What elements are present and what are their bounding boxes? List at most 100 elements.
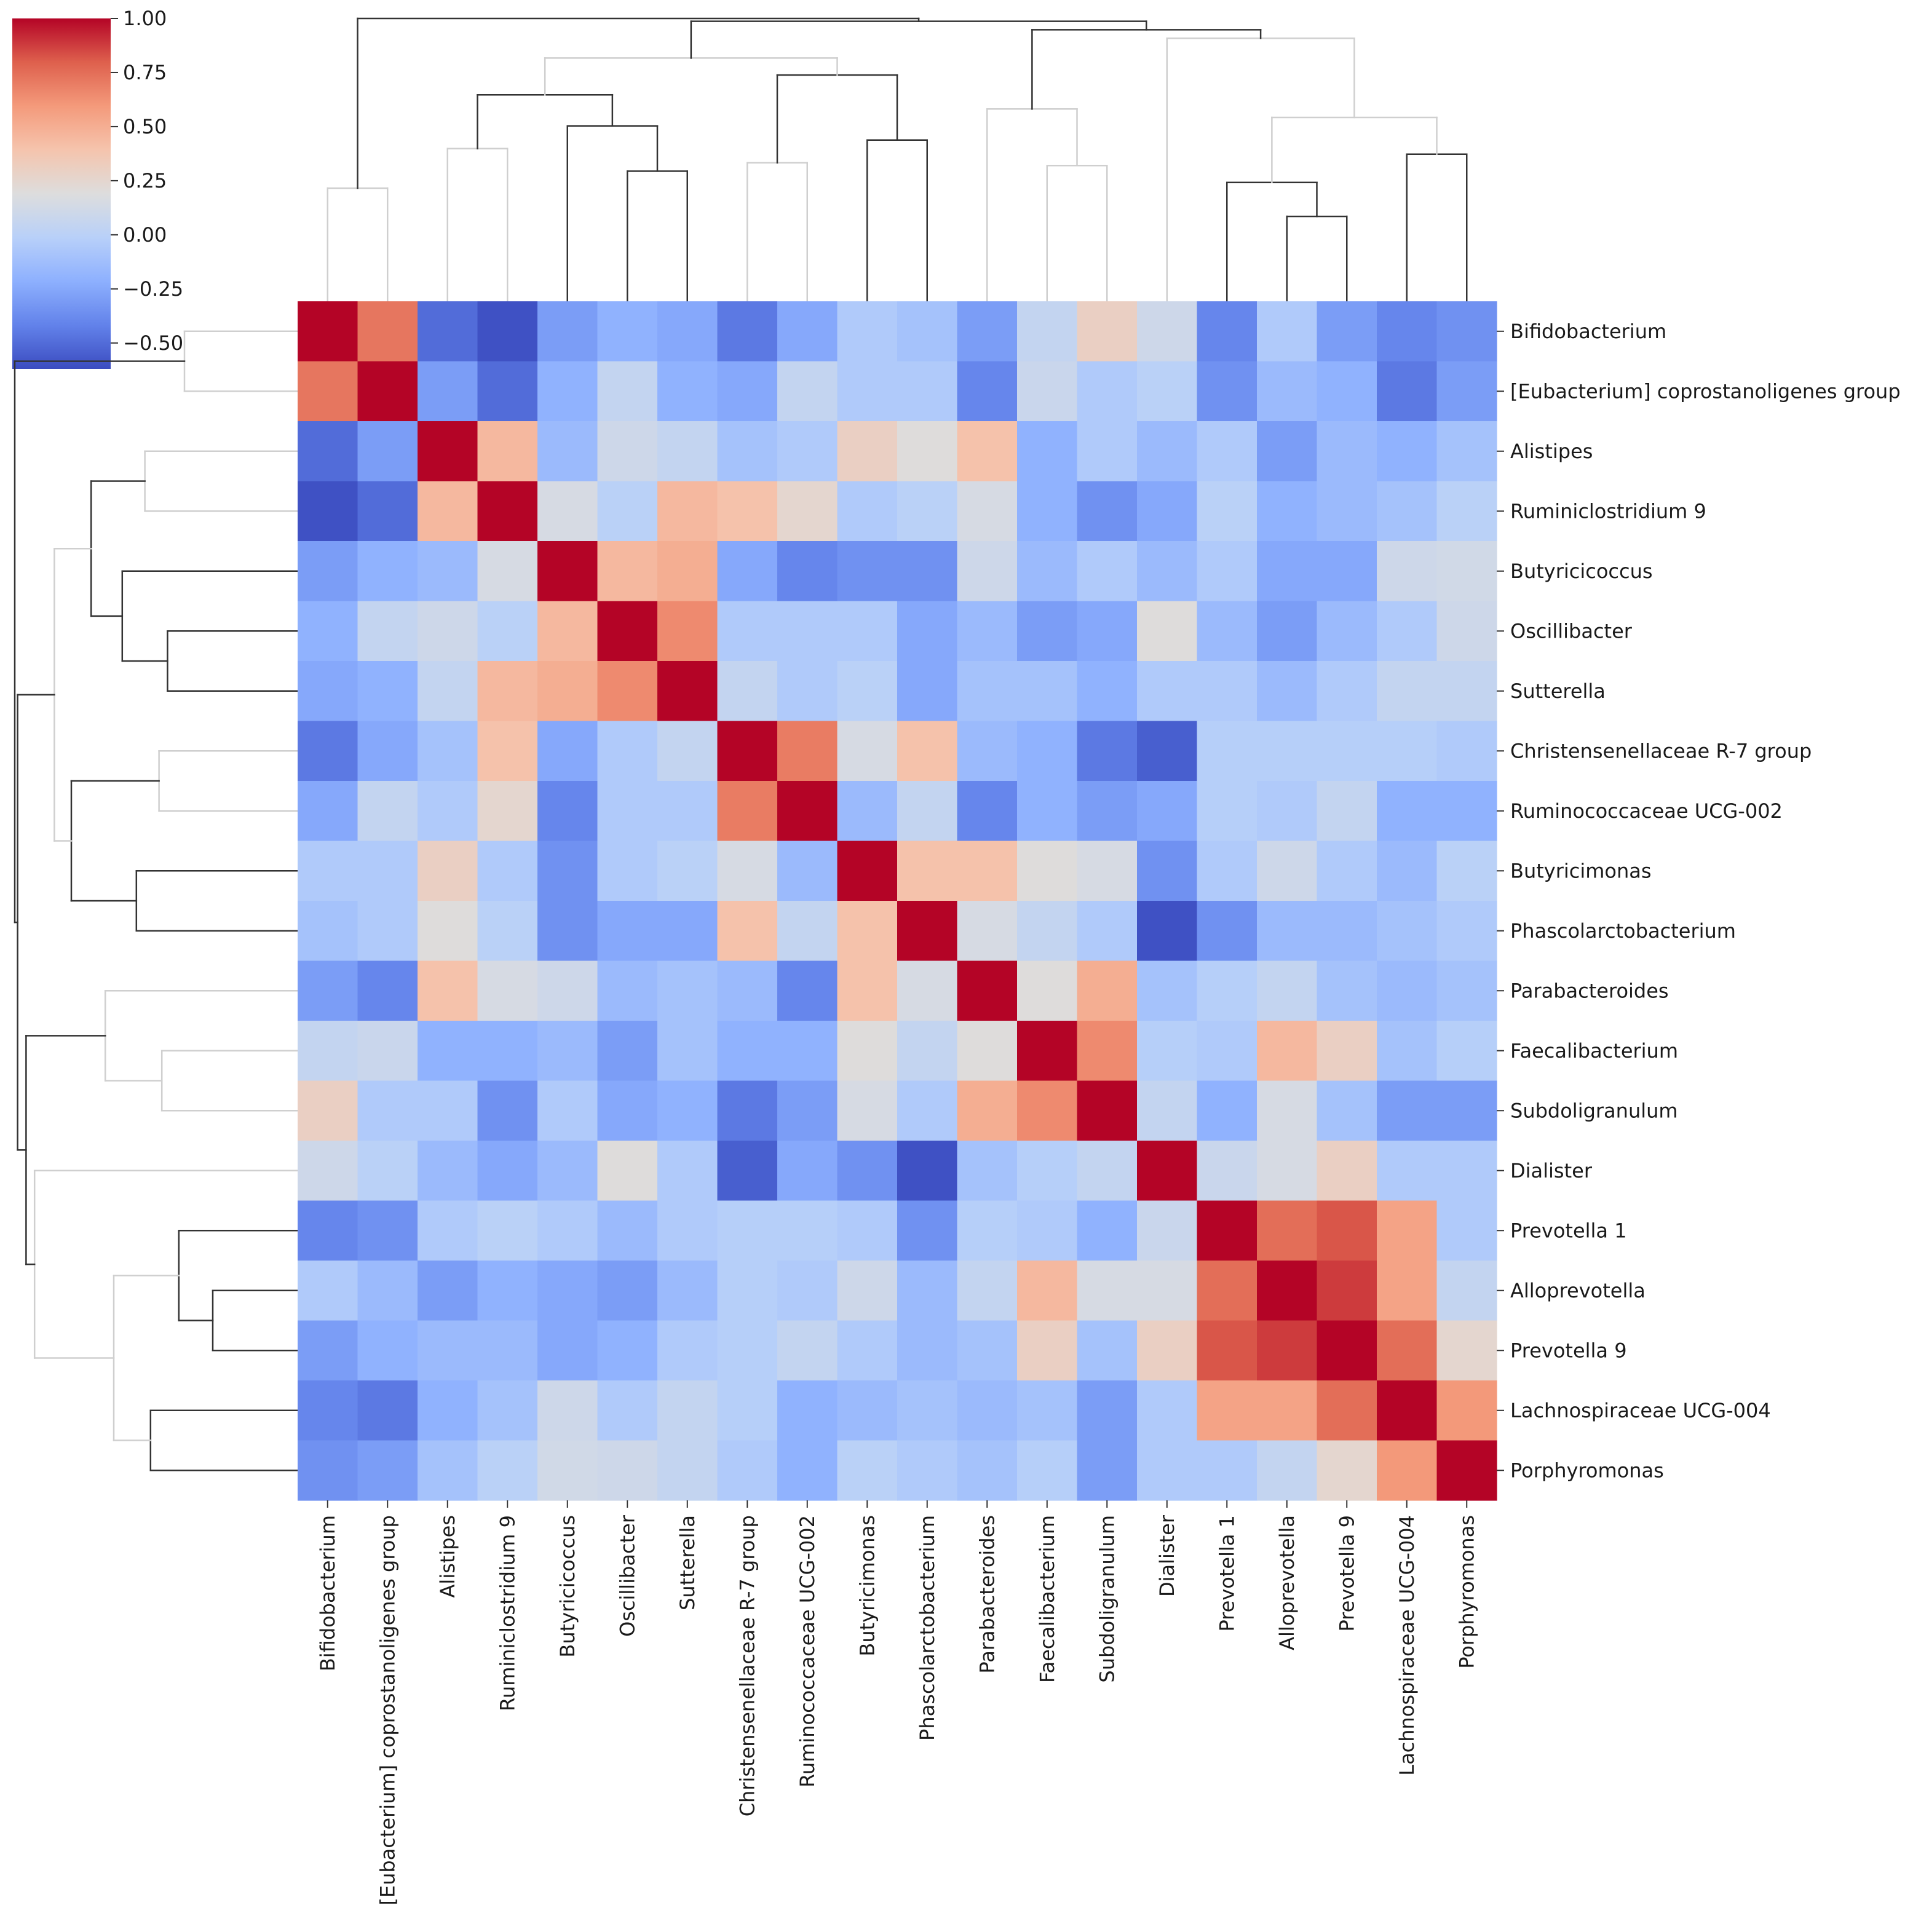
heatmap-cell — [657, 1320, 718, 1381]
heatmap-cell — [1017, 481, 1078, 542]
heatmap-cell — [717, 361, 778, 422]
heatmap-cell — [657, 1200, 718, 1261]
heatmap-cell — [298, 481, 358, 542]
heatmap-cell — [837, 541, 898, 602]
heatmap-cell — [1317, 901, 1377, 962]
heatmap-cell — [837, 301, 898, 362]
heatmap-cell — [357, 960, 418, 1021]
heatmap-cell — [357, 661, 418, 722]
heatmap-cell — [298, 541, 358, 602]
heatmap-cell — [957, 1440, 1018, 1501]
row-label: Christensenellaceae R-7 group — [1510, 739, 1812, 762]
colorbar-gradient — [12, 18, 111, 369]
heatmap-cell — [657, 1440, 718, 1501]
heatmap-cell — [657, 960, 718, 1021]
heatmap-cell — [1436, 481, 1497, 542]
heatmap-cell — [1077, 661, 1138, 722]
heatmap-cell — [1197, 1021, 1258, 1082]
heatmap-cell — [477, 1021, 538, 1082]
heatmap-cell — [1436, 1200, 1497, 1261]
heatmap-cell — [597, 541, 658, 602]
colorbar-ticks: 1.00 0.75 0.50 0.25 0.00 −0.25 −0.50 — [111, 7, 183, 355]
heatmap-cell — [1197, 361, 1258, 422]
heatmap-cell — [418, 1200, 478, 1261]
heatmap-cell — [357, 1320, 418, 1381]
heatmap-cell — [657, 601, 718, 662]
heatmap-cell — [1077, 361, 1138, 422]
heatmap-cell — [298, 1021, 358, 1082]
heatmap-cell — [897, 960, 958, 1021]
heatmap-cell — [597, 1380, 658, 1441]
heatmap-cell — [957, 301, 1018, 362]
heatmap-cell — [1436, 1440, 1497, 1501]
heatmap-cell — [837, 361, 898, 422]
heatmap-cell — [1377, 481, 1438, 542]
heatmap-cell — [1197, 1200, 1258, 1261]
heatmap-cell — [418, 421, 478, 482]
heatmap-cell — [717, 781, 778, 842]
heatmap-cell — [1317, 421, 1377, 482]
heatmap-cell — [897, 1200, 958, 1261]
heatmap-cell — [1257, 1440, 1318, 1501]
heatmap-cell — [1436, 960, 1497, 1021]
heatmap-cell — [1137, 661, 1198, 722]
heatmap-cell — [597, 1141, 658, 1202]
heatmap-cell — [1077, 1021, 1138, 1082]
heatmap-cell — [897, 721, 958, 782]
heatmap-cell — [597, 301, 658, 362]
heatmap-cell — [1257, 481, 1318, 542]
colorbar: 1.00 0.75 0.50 0.25 0.00 −0.25 −0.50 — [12, 7, 183, 369]
heatmap-cell — [298, 361, 358, 422]
heatmap-cell — [897, 1141, 958, 1202]
heatmap-cell — [477, 481, 538, 542]
heatmap-cell — [418, 301, 478, 362]
heatmap-cell — [777, 661, 838, 722]
heatmap-cell — [1257, 1380, 1318, 1441]
heatmap-cell — [777, 1200, 838, 1261]
row-label: [Eubacterium] coprostanoligenes group — [1510, 379, 1901, 403]
heatmap-cell — [897, 661, 958, 722]
heatmap-cell — [1197, 661, 1258, 722]
heatmap-cell — [1017, 1440, 1078, 1501]
heatmap-cell — [957, 1320, 1018, 1381]
heatmap-cell — [537, 481, 598, 542]
heatmap-cell — [357, 421, 418, 482]
heatmap-cell — [1377, 721, 1438, 782]
heatmap-cell — [597, 361, 658, 422]
heatmap-cell — [717, 1080, 778, 1141]
heatmap-cell — [957, 1380, 1018, 1441]
heatmap-cell — [298, 1261, 358, 1321]
heatmap-cell — [1197, 1320, 1258, 1381]
heatmap-cell — [717, 421, 778, 482]
heatmap-cell — [777, 1380, 838, 1441]
heatmap-cell — [897, 1261, 958, 1321]
column-label: Lachnospiraceae UCG-004 — [1395, 1515, 1419, 1776]
heatmap-cell — [477, 361, 538, 422]
heatmap-cell — [777, 1141, 838, 1202]
heatmap-cell — [1197, 301, 1258, 362]
heatmap-cell — [837, 661, 898, 722]
heatmap-cell — [1377, 1080, 1438, 1141]
heatmap-cell — [298, 1380, 358, 1441]
heatmap-cell — [298, 601, 358, 662]
column-label: [Eubacterium] coprostanoligenes group — [376, 1515, 399, 1906]
heatmap-cell — [357, 301, 418, 362]
heatmap-cell — [477, 1200, 538, 1261]
row-label: Subdoligranulum — [1510, 1099, 1678, 1122]
heatmap-cell — [357, 541, 418, 602]
row-dendrogram — [14, 330, 299, 1471]
heatmap-cell — [897, 481, 958, 542]
heatmap-cell — [357, 721, 418, 782]
heatmap-cell — [1377, 841, 1438, 901]
heatmap-cell — [477, 421, 538, 482]
heatmap-cell — [1377, 1021, 1438, 1082]
heatmap-cell — [657, 1380, 718, 1441]
heatmap-cell — [1197, 841, 1258, 901]
heatmap-cell — [897, 901, 958, 962]
heatmap-cell — [717, 301, 778, 362]
heatmap-cell — [777, 541, 838, 602]
heatmap-cell — [418, 1261, 478, 1321]
heatmap-cell — [1377, 1261, 1438, 1321]
heatmap-cell — [1137, 301, 1198, 362]
heatmap-cell — [537, 960, 598, 1021]
